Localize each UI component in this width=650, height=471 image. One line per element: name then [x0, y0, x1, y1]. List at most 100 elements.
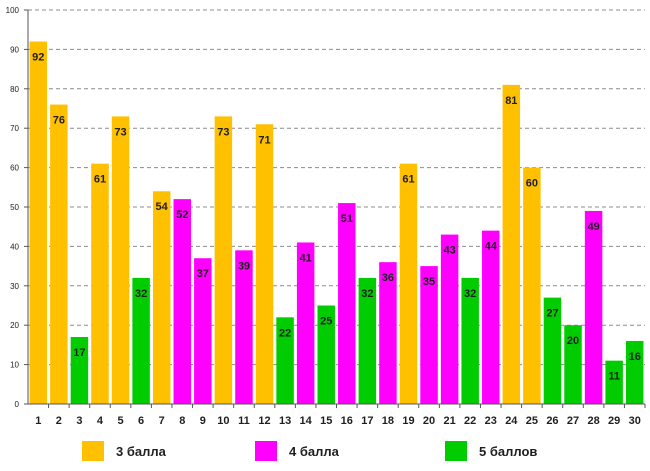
x-tick-label: 3 — [76, 415, 82, 427]
y-axis: 0 10 20 30 40 50 60 70 80 90 100 — [6, 6, 29, 409]
bar — [482, 230, 500, 404]
legend-item-4-balla: 4 балла — [255, 438, 339, 464]
x-tick-label: 5 — [117, 415, 123, 427]
x-tick-label: 13 — [279, 415, 291, 427]
y-tick-label: 10 — [10, 361, 19, 370]
y-tick-label: 90 — [10, 45, 19, 54]
data-label: 16 — [629, 351, 641, 363]
bars: 92 76 17 61 73 32 54 52 37 73 39 71 22 41 25 51 32 36 61 35… — [29, 41, 644, 405]
data-label: 92 — [32, 52, 44, 64]
data-label: 51 — [341, 213, 353, 225]
x-tick-label: 10 — [217, 415, 229, 427]
legend-swatch-5-ballov — [445, 441, 467, 461]
data-label: 35 — [423, 276, 435, 288]
legend-label-5-ballov: 5 баллов — [479, 443, 538, 459]
x-tick-label: 20 — [423, 415, 435, 427]
x-tick-label: 15 — [320, 415, 332, 427]
data-label: 39 — [238, 260, 250, 272]
bar — [255, 124, 274, 404]
data-label: 17 — [73, 347, 85, 359]
x-tick-label: 4 — [97, 415, 104, 427]
legend-swatch-4-balla — [255, 441, 277, 461]
bar — [111, 116, 130, 404]
data-label: 81 — [505, 95, 517, 107]
x-tick-label: 24 — [505, 415, 518, 427]
bar — [564, 325, 582, 404]
bar — [440, 234, 459, 404]
y-tick-label: 0 — [15, 400, 20, 409]
bar — [420, 266, 438, 404]
legend-label-4-balla: 4 балла — [289, 443, 339, 459]
x-tick-label: 22 — [464, 415, 476, 427]
bar — [338, 203, 356, 404]
y-tick-label: 70 — [10, 124, 19, 133]
data-label: 44 — [485, 241, 498, 253]
x-tick-label: 30 — [629, 415, 641, 427]
data-label: 41 — [300, 252, 312, 264]
bar — [461, 277, 479, 404]
x-tick-label: 14 — [300, 415, 313, 427]
x-tick-label: 17 — [361, 415, 373, 427]
bar — [50, 104, 68, 404]
y-tick-label: 100 — [6, 6, 20, 15]
bar — [132, 277, 150, 404]
data-label: 32 — [361, 288, 373, 300]
data-label: 76 — [53, 115, 65, 127]
bar — [317, 305, 335, 404]
bar — [29, 41, 48, 405]
bar — [523, 167, 541, 404]
x-tick-label: 2 — [56, 415, 62, 427]
x-tick-label: 7 — [159, 415, 165, 427]
bar — [70, 337, 89, 404]
bar — [379, 262, 397, 404]
bar — [194, 258, 212, 404]
data-label: 54 — [156, 201, 169, 213]
data-label: 11 — [608, 371, 620, 383]
x-tick-label: 19 — [402, 415, 414, 427]
x-tick-label: 23 — [485, 415, 497, 427]
data-label: 25 — [320, 316, 332, 328]
data-label: 32 — [135, 288, 147, 300]
x-tick-label: 29 — [608, 415, 620, 427]
data-label: 43 — [443, 245, 455, 257]
bar — [296, 242, 315, 404]
data-label: 36 — [382, 272, 394, 284]
x-tick-label: 28 — [587, 415, 599, 427]
data-label: 49 — [587, 221, 599, 233]
data-label: 73 — [217, 126, 229, 138]
data-label: 20 — [567, 335, 579, 347]
legend-item-5-ballov: 5 баллов — [445, 438, 537, 464]
legend-label-3-balla: 3 балла — [116, 443, 166, 459]
data-label: 22 — [279, 327, 291, 339]
x-tick-label: 11 — [238, 415, 250, 427]
x-axis: 1 2 3 4 5 6 7 8 9 10 11 12 13 14 15 16 17 18 19 20 21 22 23 24 2… — [28, 403, 646, 427]
data-label: 52 — [176, 209, 188, 221]
x-tick-label: 27 — [567, 415, 579, 427]
y-tick-label: 20 — [10, 321, 19, 330]
data-label: 61 — [402, 174, 414, 186]
data-label: 73 — [114, 126, 126, 138]
y-tick-label: 80 — [10, 85, 19, 94]
bar — [399, 163, 418, 404]
bar — [91, 163, 109, 404]
data-label: 27 — [546, 308, 558, 320]
legend-item-3-balla: 3 балла — [82, 438, 166, 464]
data-label: 37 — [197, 268, 209, 280]
y-tick-label: 30 — [10, 282, 19, 291]
x-tick-label: 26 — [546, 415, 558, 427]
bar — [235, 250, 253, 404]
bar — [173, 199, 191, 404]
x-tick-label: 21 — [443, 415, 455, 427]
bar — [502, 84, 521, 405]
bar — [605, 360, 623, 404]
bar — [543, 297, 562, 404]
x-tick-label: 8 — [179, 415, 185, 427]
bar — [152, 191, 171, 404]
bar — [214, 116, 233, 404]
bar — [625, 340, 644, 404]
x-tick-label: 18 — [382, 415, 394, 427]
bar — [276, 317, 294, 404]
y-tick-label: 60 — [10, 164, 19, 173]
bar — [358, 277, 377, 404]
